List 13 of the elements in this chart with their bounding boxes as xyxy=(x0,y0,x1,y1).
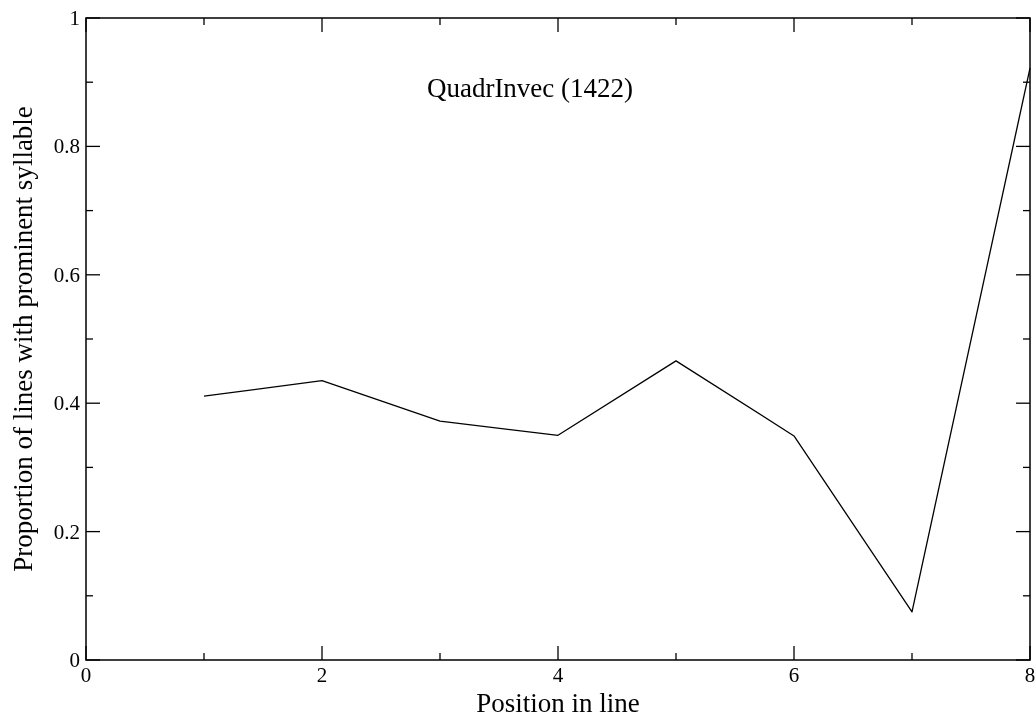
y-axis-title: Proportion of lines with prominent syllable xyxy=(8,106,38,572)
y-tick-label: 0.2 xyxy=(53,519,80,544)
x-tick-label: 4 xyxy=(552,663,564,687)
x-tick-label: 2 xyxy=(316,663,328,687)
y-tick-label: 0.4 xyxy=(53,391,81,416)
annotation: QuadrInvec (1422) xyxy=(426,73,634,103)
x-axis-title: Position in line xyxy=(476,688,640,718)
y-tick-label: 0.6 xyxy=(53,262,80,287)
x-tick-label: 8 xyxy=(1024,663,1036,687)
x-tick-label: 6 xyxy=(788,663,800,687)
y-tick-label: 0 xyxy=(69,648,80,672)
y-tick-label: 1 xyxy=(69,6,80,30)
y-tick-label: 0.8 xyxy=(53,134,80,159)
